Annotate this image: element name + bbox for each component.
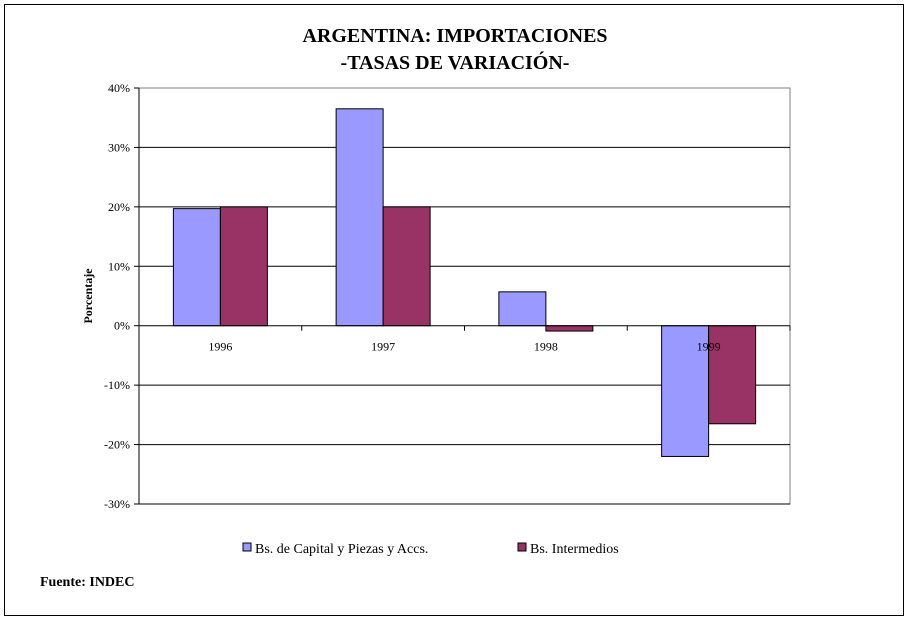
x-tick-label: 1999 — [697, 340, 721, 354]
legend-label: Bs. Intermedios — [530, 542, 619, 557]
y-tick-label: 20% — [108, 200, 130, 214]
y-tick-label: 30% — [108, 140, 130, 154]
bar-1996-series-2 — [219, 206, 268, 327]
y-axis-label: Porcentaje — [81, 268, 95, 324]
bar-1998-series-1 — [498, 291, 547, 327]
bar-1996-series-1 — [172, 208, 221, 327]
x-tick-label: 1996 — [208, 340, 232, 354]
chart-frame — [4, 4, 904, 616]
source-note: Fuente: INDEC — [40, 575, 135, 590]
bar-1999-series-2 — [708, 325, 757, 425]
y-tick-label: 40% — [108, 81, 130, 95]
y-tick-label: 10% — [108, 259, 130, 273]
legend-label: Bs. de Capital y Piezas y Accs. — [255, 542, 428, 557]
legend-swatch — [517, 542, 527, 552]
bar-1998-series-2 — [545, 325, 594, 332]
legend-swatch — [242, 542, 252, 552]
bar-1997-series-1 — [335, 108, 384, 327]
legend: Bs. de Capital y Piezas y Accs. Bs. Inter… — [242, 542, 619, 557]
y-tick-label: 0% — [114, 319, 130, 333]
bar-1997-series-2 — [382, 206, 431, 327]
chart-title-line2: -TASAS DE VARIACIÓN- — [341, 50, 570, 74]
y-tick-label: -10% — [104, 378, 130, 392]
x-tick-label: 1997 — [371, 340, 395, 354]
y-tick-label: -30% — [104, 497, 130, 511]
x-tick-label: 1998 — [534, 340, 558, 354]
chart-title-line1: ARGENTINA: IMPORTACIONES — [302, 25, 607, 47]
y-tick-label: -20% — [104, 438, 130, 452]
bar-1999-series-1 — [661, 325, 710, 457]
